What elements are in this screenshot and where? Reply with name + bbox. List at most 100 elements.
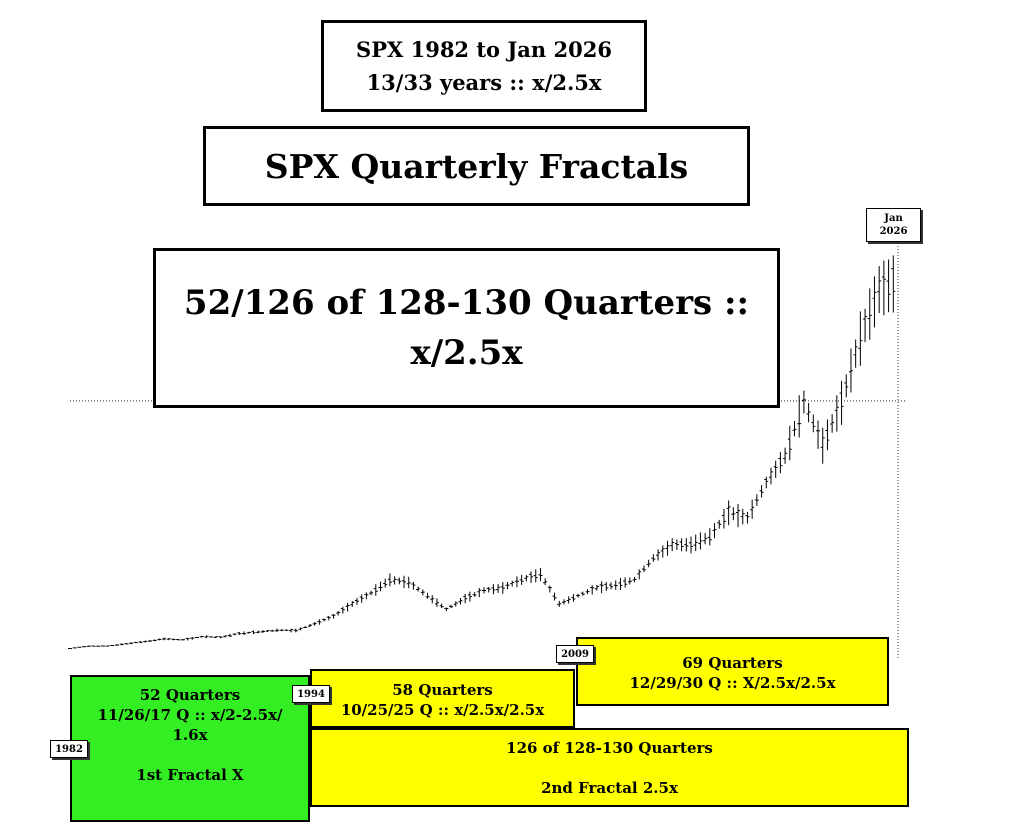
- ohlc-bar: [171, 638, 176, 641]
- ohlc-bar: [68, 647, 72, 650]
- ohlc-bar: [378, 581, 383, 592]
- panel-58-line-1: 58 Quarters: [392, 681, 493, 699]
- ohlc-bar: [754, 494, 759, 507]
- ohlc-bar: [858, 311, 863, 366]
- ohlc-bar: [623, 577, 628, 588]
- ohlc-bar: [590, 585, 595, 595]
- ohlc-bar: [119, 643, 124, 646]
- ohlc-bar: [844, 374, 849, 398]
- ohlc-bar: [848, 348, 853, 393]
- ohlc-bar: [96, 645, 101, 647]
- ohlc-bar: [402, 575, 407, 589]
- ohlc-bar: [190, 637, 195, 640]
- header-line-2: 13/33 years :: x/2.5x: [366, 70, 602, 95]
- ohlc-bar: [811, 414, 816, 433]
- ohlc-bar: [707, 528, 712, 546]
- ohlc-bar: [275, 628, 279, 632]
- ohlc-bar: [505, 582, 510, 590]
- ohlc-bar: [877, 266, 882, 314]
- panel-126-quarters: 126 of 128-130 Quarters 2nd Fractal 2.5x: [310, 728, 909, 807]
- ohlc-bar: [420, 589, 425, 596]
- panel-58-line-2: 10/25/25 Q :: x/2.5x/2.5x: [340, 701, 545, 719]
- ohlc-bar: [213, 636, 218, 639]
- ohlc-bar: [853, 339, 858, 368]
- ohlc-bar: [736, 503, 741, 528]
- ohlc-bar: [434, 598, 439, 608]
- header-box: SPX 1982 to Jan 2026 13/33 years :: x/2.…: [321, 20, 647, 112]
- ohlc-bar: [552, 592, 557, 601]
- ohlc-bar: [519, 574, 524, 585]
- ohlc-bar: [547, 585, 552, 593]
- ohlc-bar: [867, 288, 872, 340]
- ohlc-bar: [571, 593, 576, 602]
- ohlc-bar: [514, 576, 519, 588]
- ohlc-bar: [232, 633, 237, 636]
- ohlc-bar: [778, 452, 783, 474]
- year-tag-1982: 1982: [50, 740, 88, 758]
- ohlc-bar: [726, 500, 731, 526]
- ohlc-bar: [830, 414, 835, 433]
- ohlc-bar: [599, 581, 604, 594]
- ohlc-bar: [820, 427, 825, 464]
- ohlc-bar: [585, 589, 590, 595]
- chart-title: SPX Quarterly Fractals: [264, 146, 689, 186]
- ohlc-bar: [538, 567, 543, 582]
- panel-52-quarters: 52 Quarters 11/26/17 Q :: x/2-2.5x/ 1.6x…: [70, 675, 310, 822]
- ohlc-bar: [373, 584, 378, 596]
- ohlc-bar: [500, 582, 505, 594]
- ohlc-bar: [463, 594, 468, 604]
- ohlc-bar: [110, 644, 115, 647]
- ohlc-bar: [731, 507, 736, 521]
- ohlc-bar: [218, 636, 223, 639]
- ohlc-bar: [138, 641, 143, 644]
- ohlc-bar: [764, 476, 769, 489]
- ohlc-bar: [839, 381, 844, 425]
- ohlc-bar: [303, 626, 308, 629]
- ohlc-bar: [881, 260, 886, 316]
- ohlc-bar: [237, 632, 242, 636]
- ohlc-bar: [82, 646, 87, 648]
- ohlc-bar: [293, 628, 298, 633]
- ohlc-bar: [674, 539, 679, 550]
- ohlc-bar: [199, 635, 204, 638]
- ohlc-bar: [740, 508, 745, 525]
- year-tag-2026: Jan 2026: [866, 208, 921, 242]
- ohlc-bar: [105, 645, 110, 647]
- ohlc-bar: [486, 586, 491, 593]
- ohlc-bar: [693, 534, 698, 552]
- headline-box: 52/126 of 128-130 Quarters :: x/2.5x: [153, 248, 780, 408]
- ohlc-bar: [129, 642, 134, 645]
- panel-52-line-4: [72, 745, 308, 765]
- ohlc-bar: [406, 576, 411, 589]
- ohlc-bar: [689, 536, 693, 554]
- ohlc-bar: [759, 485, 764, 498]
- ohlc-bar: [684, 538, 689, 552]
- year-tag-2026-month: Jan: [884, 213, 903, 224]
- ohlc-bar: [416, 586, 421, 592]
- ohlc-bar: [289, 628, 294, 633]
- ohlc-bar: [453, 601, 458, 607]
- ohlc-bar: [792, 420, 797, 437]
- ohlc-bar: [637, 569, 642, 580]
- ohlc-bar: [533, 569, 538, 583]
- ohlc-bar: [618, 577, 623, 591]
- ohlc-bar: [458, 597, 463, 605]
- ohlc-bar: [703, 532, 708, 545]
- headline-line-2: x/2.5x: [410, 333, 523, 373]
- ohlc-bar: [801, 390, 806, 414]
- headline-line-1: 52/126 of 128-130 Quarters ::: [183, 283, 750, 323]
- ohlc-bar: [750, 499, 755, 519]
- ohlc-series: [68, 255, 896, 650]
- ohlc-bar: [670, 538, 675, 552]
- ohlc-bar: [124, 642, 129, 645]
- ohlc-bar: [529, 571, 534, 583]
- ohlc-bar: [430, 595, 435, 604]
- ohlc-bar: [392, 576, 397, 585]
- ohlc-bar: [787, 425, 792, 461]
- ohlc-bar: [147, 639, 152, 642]
- ohlc-bar: [350, 600, 355, 607]
- ohlc-bar: [566, 596, 571, 604]
- ohlc-bar: [496, 584, 501, 593]
- ohlc-bar: [397, 577, 402, 585]
- ohlc-bar: [656, 549, 661, 561]
